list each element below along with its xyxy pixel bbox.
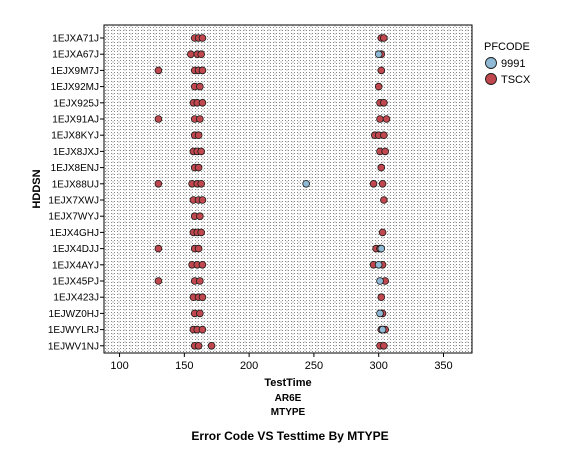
point-tscx bbox=[380, 196, 388, 204]
point-9991 bbox=[377, 244, 386, 253]
point-tscx bbox=[377, 66, 386, 75]
point-tscx bbox=[377, 163, 386, 172]
point-tscx bbox=[197, 147, 205, 156]
plot-frame bbox=[103, 24, 473, 354]
legend-marker-tscx bbox=[485, 73, 497, 85]
legend-label-tscx: TSCX bbox=[501, 74, 531, 86]
point-tscx bbox=[154, 277, 163, 285]
legend: PFCODE 9991 TSCX bbox=[484, 41, 531, 86]
point-tscx bbox=[197, 228, 205, 237]
point-tscx bbox=[197, 50, 205, 58]
point-tscx bbox=[198, 325, 207, 334]
data-points bbox=[154, 34, 391, 350]
y-tick-label: 1EJX88UJ bbox=[52, 179, 99, 190]
point-tscx bbox=[378, 180, 387, 188]
point-tscx bbox=[194, 163, 203, 172]
point-tscx bbox=[197, 180, 205, 188]
y-tick-label: 1EJWZ0HJ bbox=[48, 309, 99, 320]
point-tscx bbox=[196, 115, 204, 123]
x-tick-label: 350 bbox=[434, 360, 452, 372]
y-tick-label: 1EJX7WYJ bbox=[48, 212, 99, 223]
y-tick-label: 1EJWV1NJ bbox=[48, 341, 99, 352]
y-tick-label: 1EJX8JXJ bbox=[53, 147, 99, 158]
point-tscx bbox=[380, 99, 388, 107]
point-tscx bbox=[198, 293, 207, 302]
x-tick-label: 300 bbox=[370, 360, 388, 372]
point-tscx bbox=[207, 341, 216, 350]
point-tscx bbox=[198, 34, 207, 42]
point-9991 bbox=[376, 309, 384, 318]
point-9991 bbox=[376, 277, 384, 285]
chart-title: Error Code VS Testtime By MTYPE bbox=[191, 429, 388, 443]
y-tick-label: 1EJX4DJJ bbox=[52, 244, 99, 255]
point-tscx bbox=[154, 66, 163, 75]
y-tick-label: 1EJX8KYJ bbox=[51, 131, 99, 142]
point-tscx bbox=[382, 115, 391, 123]
y-tick-label: 1EJX4AYJ bbox=[52, 260, 99, 271]
point-tscx bbox=[196, 309, 204, 318]
y-tick-label: 1EJX91AJ bbox=[52, 115, 99, 126]
point-9991 bbox=[374, 50, 383, 58]
point-tscx bbox=[154, 244, 163, 253]
y-tick-label: 1EJXA71J bbox=[52, 34, 99, 45]
x-tick-label: 200 bbox=[240, 360, 258, 372]
point-tscx bbox=[196, 212, 204, 221]
y-tick-label: 1EJX9M7J bbox=[51, 66, 99, 77]
point-tscx bbox=[198, 196, 207, 204]
legend-title: PFCODE bbox=[484, 41, 530, 53]
point-9991 bbox=[302, 180, 310, 188]
y-axis-title: HDDSN bbox=[31, 169, 43, 208]
point-tscx bbox=[196, 82, 204, 91]
point-9991 bbox=[374, 260, 383, 269]
point-tscx bbox=[198, 66, 207, 75]
point-tscx bbox=[378, 228, 387, 237]
y-tick-label: 1EJWYLRJ bbox=[48, 325, 99, 336]
plot-area-background bbox=[104, 25, 472, 353]
y-tick-label: 1EJX4GHJ bbox=[50, 228, 99, 239]
point-tscx bbox=[154, 115, 163, 123]
x-tick-label: 250 bbox=[305, 360, 323, 372]
point-tscx bbox=[377, 293, 386, 302]
point-tscx bbox=[198, 260, 207, 269]
y-tick-label: 1EJX423J bbox=[53, 293, 99, 304]
point-tscx bbox=[369, 180, 378, 188]
point-tscx bbox=[374, 82, 383, 91]
point-tscx bbox=[376, 115, 384, 123]
x-tick-label: 150 bbox=[175, 360, 193, 372]
y-tick-label: 1EJXA67J bbox=[52, 50, 99, 61]
y-tick-label: 1EJX925J bbox=[53, 98, 99, 109]
point-tscx bbox=[380, 34, 388, 42]
x-axis-subtitle-mtype: MTYPE bbox=[271, 407, 306, 418]
legend-label-9991: 9991 bbox=[501, 58, 525, 70]
point-tscx bbox=[381, 147, 389, 156]
x-tick-label: 100 bbox=[110, 360, 128, 372]
point-tscx bbox=[187, 50, 195, 58]
x-axis-subtitle-ar6e: AR6E bbox=[275, 393, 302, 404]
x-axis-title: TestTime bbox=[264, 377, 311, 389]
point-tscx bbox=[196, 277, 204, 285]
y-axis: 1EJXA71J 1EJXA67J 1EJX9M7J 1EJX92MJ 1EJX925J… bbox=[48, 34, 104, 352]
legend-marker-9991 bbox=[485, 57, 497, 69]
x-axis: 100 150 200 250 300 350 bbox=[110, 353, 453, 372]
point-tscx bbox=[194, 341, 203, 350]
y-tick-label: 1EJX8ENJ bbox=[51, 163, 99, 174]
point-9991 bbox=[378, 325, 387, 334]
point-tscx bbox=[194, 244, 203, 253]
point-tscx bbox=[194, 131, 203, 140]
point-tscx bbox=[154, 180, 163, 188]
point-tscx bbox=[380, 341, 388, 350]
y-tick-label: 1EJX92MJ bbox=[51, 82, 99, 93]
y-tick-label: 1EJX7XWJ bbox=[48, 196, 99, 207]
point-tscx bbox=[198, 99, 207, 107]
point-tscx bbox=[380, 131, 388, 140]
y-tick-label: 1EJX45PJ bbox=[52, 277, 99, 288]
